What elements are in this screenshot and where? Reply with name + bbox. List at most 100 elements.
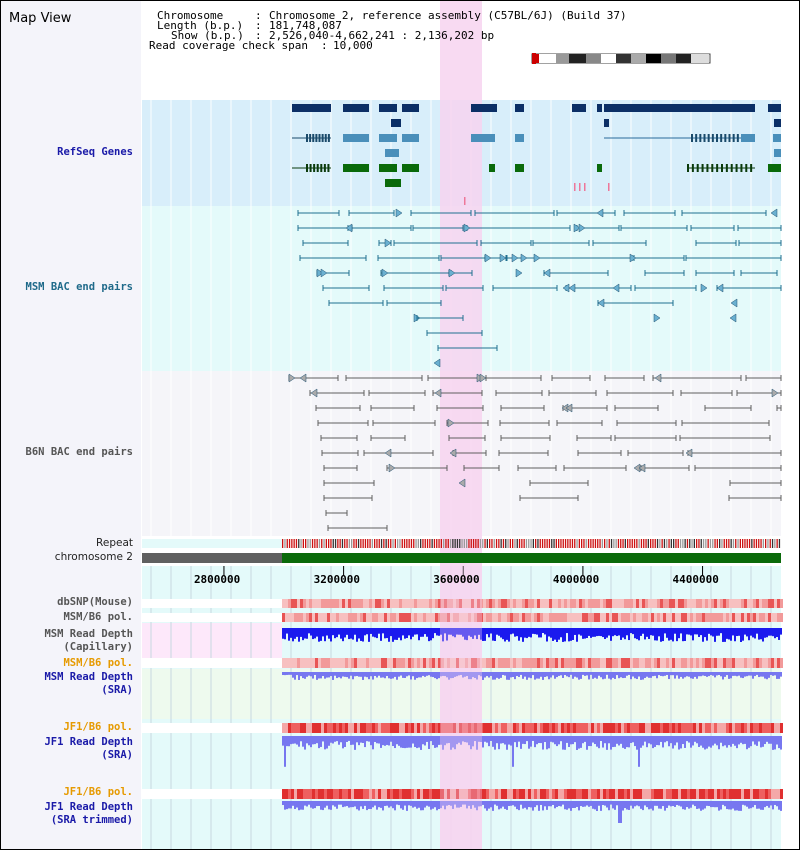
msm-depth-capillary-bar: [506, 628, 508, 640]
heat-cell: [609, 789, 612, 799]
repeat-mark: [663, 539, 666, 548]
track-label-dbsnp[interactable]: dbSNP(Mouse): [57, 596, 133, 608]
jf1-depth-bar: [328, 736, 330, 746]
jf1-depth-trimmed-bar: [760, 801, 762, 810]
jf1-depth-trimmed-bar: [288, 801, 290, 809]
track-label-jf1-depth[interactable]: JF1 Read Depth: [44, 736, 133, 748]
track-label-repeat[interactable]: Repeat: [96, 537, 133, 549]
msm-depth-capillary-bar: [564, 628, 566, 642]
repeat-mark: [302, 539, 304, 548]
heat-cell: [549, 613, 552, 622]
track-label-msm-b6-pol-2[interactable]: MSM/B6 pol.: [63, 657, 133, 669]
heat-cell: [465, 613, 468, 622]
track-label-jf1-trim-sub: (SRA trimmed): [50, 814, 133, 826]
msm-depth-sra-bar: [644, 672, 646, 678]
msm-depth-capillary-bar: [696, 628, 698, 635]
heat-cell: [321, 658, 324, 668]
track-label-jf1-b6-pol[interactable]: JF1/B6 pol.: [63, 721, 133, 733]
heat-cell: [555, 658, 558, 668]
jf1-depth-trimmed-bar: [562, 801, 564, 805]
heat-cell: [708, 723, 711, 733]
msm-depth-capillary-bar: [502, 628, 504, 640]
msm-depth-sra-bar: [558, 672, 560, 676]
msm-depth-sra-bar: [304, 672, 306, 679]
msm-depth-sra-bar: [348, 672, 350, 679]
msm-depth-sra-bar: [568, 672, 570, 678]
track-label-msm-b6-pol[interactable]: MSM/B6 pol.: [63, 611, 133, 623]
heat-cell: [330, 613, 333, 622]
msm-depth-sra-bar: [474, 672, 476, 678]
msm-depth-sra-bar: [740, 672, 742, 678]
heat-cell: [522, 599, 525, 608]
jf1-depth-bar: [408, 736, 410, 748]
heat-cell: [318, 658, 321, 668]
heat-cell: [750, 789, 753, 799]
heat-cell: [729, 613, 732, 622]
msm-depth-sra-bar: [636, 672, 638, 680]
jf1-depth-bar: [570, 736, 572, 745]
jf1-depth-bar: [334, 736, 336, 742]
track-label-msm-depth-sra[interactable]: MSM Read Depth: [44, 671, 133, 683]
heat-cell: [564, 599, 567, 608]
heat-cell: [651, 789, 654, 799]
jf1-depth-trimmed-bar: [342, 801, 344, 808]
repeat-mark: [477, 539, 479, 548]
repeat-mark: [574, 539, 576, 548]
repeat-mark: [590, 539, 592, 548]
repeat-mark: [429, 539, 431, 548]
heat-cell: [714, 658, 717, 668]
heat-cell: [705, 599, 708, 608]
jf1-depth-bar: [312, 736, 314, 745]
jf1-depth-bar: [562, 736, 564, 750]
msm-depth-sra-bar: [472, 672, 474, 678]
jf1-depth-trimmed-bar: [670, 801, 672, 807]
heat-cell: [441, 723, 444, 733]
track-label-b6n-bac[interactable]: B6N BAC end pairs: [25, 446, 133, 458]
track-label-msm-bac[interactable]: MSM BAC end pairs: [25, 281, 133, 293]
track-label-refseq[interactable]: RefSeq Genes: [57, 146, 133, 158]
heat-cell: [591, 658, 594, 668]
jf1-depth-bar: [522, 736, 524, 744]
track-label-jf1-trim[interactable]: JF1 Read Depth: [44, 801, 133, 813]
repeat-mark: [410, 539, 413, 548]
jf1-depth-bar: [556, 736, 558, 747]
jf1-depth-trimmed-bar: [734, 801, 736, 811]
repeat-mark: [286, 539, 288, 548]
jf1-depth-bar: [548, 736, 550, 749]
heat-cell: [498, 658, 501, 668]
repeat-mark: [500, 539, 502, 548]
heat-cell: [354, 658, 357, 668]
track-label-msm-depth-cap[interactable]: MSM Read Depth: [44, 628, 133, 640]
repeat-mark: [403, 539, 406, 548]
msm-depth-capillary-bar: [342, 628, 344, 642]
msm-depth-sra-bar: [420, 672, 422, 678]
jf1-depth-bar: [342, 736, 344, 749]
axis-tick-label: 4400000: [672, 573, 719, 586]
msm-depth-sra-bar: [742, 672, 744, 679]
heat-cell: [480, 613, 483, 622]
jf1-depth-bar: [532, 736, 534, 741]
heat-cell: [618, 658, 621, 668]
jf1-depth-bar: [518, 736, 520, 742]
jf1-depth-bar: [320, 736, 322, 747]
heat-cell: [714, 599, 717, 608]
heat-cell: [465, 599, 468, 608]
track-label-jf1-b6-pol-2[interactable]: JF1/B6 pol.: [63, 786, 133, 798]
heat-cell: [771, 789, 774, 799]
heat-cell: [531, 599, 534, 608]
gene-exon: [327, 164, 330, 172]
jf1-depth-bar: [632, 736, 634, 743]
msm-depth-capillary-bar: [646, 628, 648, 637]
jf1-depth-bar: [780, 736, 782, 750]
msm-depth-capillary-bar: [754, 628, 756, 639]
jf1-depth-bar: [352, 736, 354, 745]
jf1-depth-bar: [686, 736, 688, 742]
jf1-depth-bar: [326, 736, 328, 749]
heat-cell: [309, 599, 312, 608]
msm-depth-capillary-bar: [650, 628, 652, 636]
heat-cell: [636, 789, 639, 799]
msm-depth-capillary-bar: [706, 628, 708, 641]
heat-cell: [681, 723, 684, 733]
repeat-mark: [408, 539, 410, 548]
